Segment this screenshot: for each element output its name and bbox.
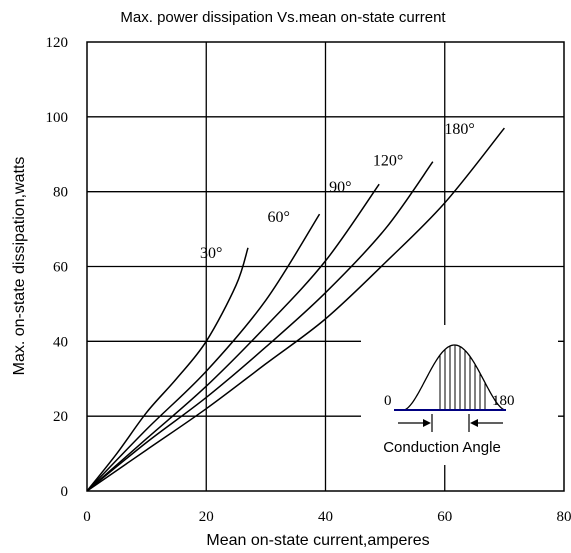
inset-right-arrow-head [470,419,478,427]
series-label-1: 30° [200,245,222,262]
y-tick-label: 120 [46,35,69,51]
x-tick-label: 60 [437,509,452,525]
y-tick-label: 100 [46,110,69,126]
y-axis-label: Max. on-state dissipation,watts [11,157,28,376]
series-line-3 [86,183,380,492]
inset-left-arrow-head [423,419,431,427]
series-line-2 [86,213,321,492]
y-tick-label: 60 [53,260,68,276]
conduction-hatch [439,345,486,410]
series-label-2: 60° [268,209,290,226]
y-axis-ticks: 0 20 40 60 80 100 120 [46,35,69,500]
series-group: 30° 60° 90° 120° 180° [86,121,505,492]
inset-caption: Conduction Angle [383,439,501,456]
plot-frame [86,41,565,492]
y-tick-label: 0 [61,484,69,500]
x-tick-label: 20 [199,509,214,525]
grid-lines [87,42,564,491]
series-label-5: 180° [444,121,474,138]
chart-title: Max. power dissipation Vs.mean on-state … [120,9,446,26]
x-tick-label: 80 [557,509,571,525]
inset-start-label: 0 [384,393,392,409]
x-tick-label: 40 [318,509,333,525]
series-line-5 [86,127,505,492]
y-tick-label: 80 [53,185,68,201]
series-label-3: 90° [329,179,351,196]
series-line-4 [86,161,434,492]
x-axis-ticks: 0 20 40 60 80 [83,509,571,525]
inset-end-label: 180 [492,393,515,409]
y-tick-label: 40 [53,334,68,350]
x-axis-label: Mean on-state current,amperes [206,532,429,549]
y-tick-label: 20 [53,409,68,425]
series-line-1 [86,247,249,492]
x-tick-label: 0 [83,509,91,525]
conduction-angle-inset: 0 180 Conduction Angle [361,325,558,465]
series-label-4: 120° [373,153,403,170]
